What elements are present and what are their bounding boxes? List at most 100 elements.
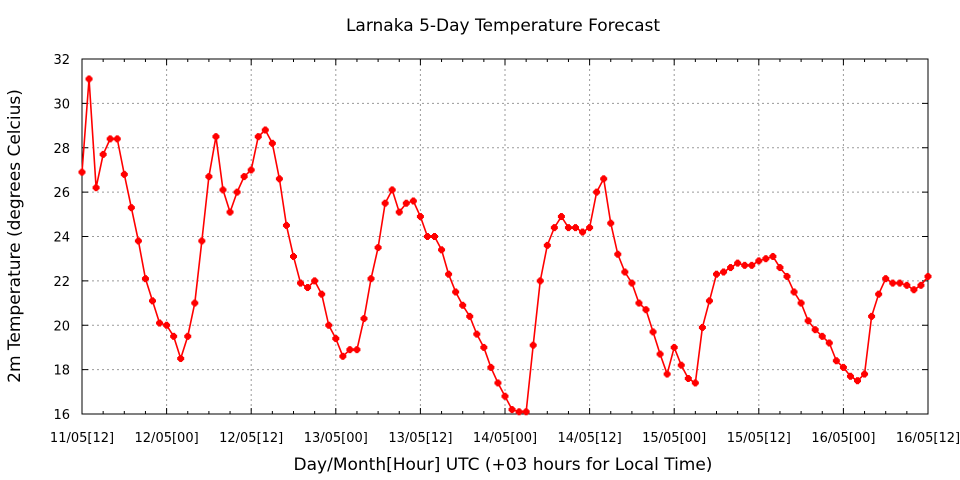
- y-tick-label: 26: [53, 186, 70, 201]
- x-tick-label: 12/05[00]: [135, 431, 199, 446]
- y-tick-label: 20: [53, 319, 70, 334]
- data-point: [536, 277, 544, 285]
- data-point: [205, 173, 213, 181]
- data-point: [275, 175, 283, 183]
- data-point: [875, 290, 883, 298]
- data-point: [755, 257, 763, 265]
- data-point: [769, 252, 777, 260]
- series-layer: [78, 75, 932, 416]
- data-point: [360, 315, 368, 323]
- data-point: [741, 261, 749, 269]
- data-point: [339, 352, 347, 360]
- data-point: [564, 224, 572, 232]
- data-point: [156, 319, 164, 327]
- data-point: [127, 204, 135, 212]
- data-point: [677, 361, 685, 369]
- data-point: [720, 268, 728, 276]
- data-point: [656, 350, 664, 358]
- data-point: [261, 126, 269, 134]
- data-point: [219, 186, 227, 194]
- data-point: [917, 281, 925, 289]
- y-tick-label: 30: [53, 97, 70, 112]
- data-point: [459, 301, 467, 309]
- data-point: [113, 135, 121, 143]
- data-point: [431, 233, 438, 240]
- data-point: [896, 279, 904, 287]
- data-point: [818, 332, 826, 340]
- data-point: [705, 297, 713, 305]
- data-point: [854, 377, 861, 385]
- data-point: [240, 173, 248, 181]
- data-point: [515, 408, 523, 416]
- data-point: [332, 335, 340, 343]
- data-point: [628, 279, 636, 287]
- data-point: [727, 264, 735, 272]
- data-point: [832, 357, 840, 365]
- data-point: [600, 175, 608, 183]
- data-point: [402, 199, 410, 207]
- x-tick-label: 12/05[12]: [219, 431, 283, 446]
- data-point: [226, 208, 234, 216]
- data-point: [374, 244, 382, 252]
- data-point: [811, 326, 819, 334]
- data-point: [388, 186, 396, 194]
- data-point: [184, 332, 192, 340]
- data-point: [170, 332, 178, 340]
- data-point: [642, 306, 650, 314]
- data-point: [423, 233, 431, 240]
- data-point: [85, 75, 93, 83]
- data-point: [416, 213, 424, 221]
- data-point: [473, 330, 481, 338]
- data-point: [494, 379, 502, 387]
- tick-labels: 16 18 20 22 24 26 28 30 32 11/05[12] 12/05[00] 12/0…: [50, 53, 960, 446]
- data-point: [134, 237, 142, 245]
- x-tick-label: 15/05[12]: [727, 431, 791, 446]
- data-point: [318, 290, 326, 298]
- data-point: [177, 355, 185, 363]
- data-point: [762, 255, 770, 263]
- data-point: [861, 370, 869, 378]
- data-point: [149, 297, 156, 305]
- x-axis-title: Day/Month[Hour] UTC (+03 hours for Local…: [294, 455, 713, 475]
- y-tick-label: 16: [53, 408, 70, 423]
- x-tick-label: 16/05[12]: [896, 431, 960, 446]
- y-axis-title: 2m Temperature (degrees Celcius): [5, 89, 25, 383]
- data-point: [141, 275, 149, 283]
- data-point: [99, 150, 107, 158]
- grid-lines: [82, 59, 928, 414]
- data-point: [839, 363, 847, 371]
- data-point: [663, 370, 671, 378]
- data-point: [367, 275, 375, 283]
- axis-ticks: [81, 58, 929, 415]
- data-point: [304, 284, 312, 292]
- data-point: [825, 339, 833, 347]
- data-point: [607, 219, 615, 227]
- chart-title: Larnaka 5-Day Temperature Forecast: [346, 16, 660, 36]
- data-point: [522, 408, 530, 416]
- data-point: [233, 188, 241, 196]
- data-point: [163, 321, 171, 329]
- y-tick-label: 28: [53, 142, 70, 157]
- data-point: [804, 317, 812, 325]
- data-point: [924, 272, 932, 280]
- data-point: [846, 372, 854, 380]
- data-point: [621, 268, 629, 276]
- data-point: [713, 270, 720, 278]
- data-point: [776, 264, 784, 272]
- data-point: [445, 270, 453, 278]
- x-tick-label: 11/05[12]: [50, 431, 114, 446]
- data-point: [593, 188, 601, 196]
- data-point: [198, 237, 206, 245]
- data-point: [790, 288, 798, 296]
- x-tick-label: 13/05[00]: [304, 431, 368, 446]
- data-point: [78, 168, 86, 176]
- data-point: [290, 252, 297, 260]
- data-point: [691, 379, 699, 387]
- x-tick-label: 13/05[12]: [388, 431, 452, 446]
- data-point: [889, 279, 897, 287]
- data-point: [297, 279, 305, 287]
- data-point: [311, 277, 319, 285]
- data-point: [452, 288, 460, 296]
- y-tick-label: 24: [53, 231, 70, 246]
